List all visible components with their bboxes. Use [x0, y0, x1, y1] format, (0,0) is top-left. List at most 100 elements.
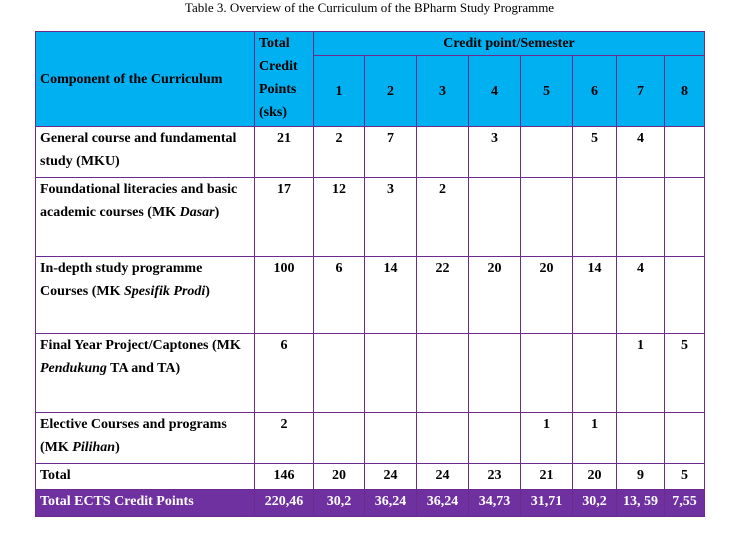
semester-cell: 22 [416, 256, 469, 334]
header-semester: 1 [313, 55, 365, 127]
label-part: Foundational literacies and basic academ… [40, 182, 238, 220]
label-part: Dasar [179, 205, 215, 220]
header-semester: 6 [572, 55, 617, 127]
semester-cell [520, 177, 573, 257]
semester-cell: 5 [664, 463, 705, 490]
ects-row: Total ECTS Credit Points 220,46 30,2 36,24 3… [35, 489, 705, 517]
row-total-credit: 146 [254, 463, 314, 490]
semester-cell: 4 [616, 126, 665, 178]
table-row: In-depth study programme Courses (MK Spe… [35, 256, 705, 334]
semester-cell [616, 412, 665, 464]
semester-cell: 7 [364, 126, 417, 178]
label-part: ) [214, 205, 220, 220]
semester-cell: 1 [572, 412, 617, 464]
semester-cell: 20 [572, 463, 617, 490]
semester-cell: 2 [313, 126, 365, 178]
semester-cell: 5 [572, 126, 617, 178]
label-part: Total [40, 468, 71, 483]
ects-semester-cell: 36,24 [364, 489, 417, 517]
table-row: Foundational literacies and basic academ… [35, 177, 705, 257]
ects-semester-cell: 7,55 [664, 489, 705, 517]
header-total-line: Points [259, 82, 297, 97]
header-total-line: (sks) [259, 105, 288, 120]
semester-cell [313, 333, 365, 413]
semester-cell: 12 [313, 177, 365, 257]
semester-cell: 20 [468, 256, 521, 334]
semester-cell [313, 412, 365, 464]
row-total-credit: 2 [254, 412, 314, 464]
ects-semester-cell: 31,71 [520, 489, 573, 517]
header-total-line: Total [259, 36, 290, 51]
semester-cell: 1 [616, 333, 665, 413]
semester-cell: 2 [416, 177, 469, 257]
ects-semester-cell: 13, 59 [616, 489, 665, 517]
row-component-label: Foundational literacies and basic academ… [35, 177, 255, 257]
table-row: Total 146 20 24 24 23 21 20 9 5 [35, 463, 705, 490]
ects-semester-cell: 36,24 [416, 489, 469, 517]
semester-cell [572, 177, 617, 257]
semester-cell [468, 333, 521, 413]
semester-cell: 14 [364, 256, 417, 334]
header-semester: 3 [416, 55, 469, 127]
header-total-line: Credit [259, 59, 298, 74]
header-component: Component of the Curriculum [35, 31, 255, 127]
header-total-credit: Total Credit Points (sks) [254, 31, 314, 127]
label-part: TA and TA) [106, 361, 181, 376]
label-part: ) [115, 440, 120, 455]
semester-cell [520, 126, 573, 178]
ects-semester-cell: 30,2 [572, 489, 617, 517]
label-part: Pendukung [40, 361, 107, 376]
ects-semester-cell: 30,2 [313, 489, 365, 517]
header-credit-semester: Credit point/Semester [313, 31, 705, 56]
semester-cell: 20 [313, 463, 365, 490]
table-row: Final Year Project/Captones (MK Pendukun… [35, 333, 705, 413]
header-semester: 2 [364, 55, 417, 127]
row-component-label: Elective Courses and programs (MK Piliha… [35, 412, 255, 464]
semester-cell: 14 [572, 256, 617, 334]
semester-cell [616, 177, 665, 257]
header-semester: 5 [520, 55, 573, 127]
semester-cell: 9 [616, 463, 665, 490]
semester-cell: 20 [520, 256, 573, 334]
semester-cell: 24 [364, 463, 417, 490]
semester-cell [664, 412, 705, 464]
semester-cell: 23 [468, 463, 521, 490]
curriculum-table: Component of the Curriculum Total Credit… [35, 31, 705, 517]
header-semester: 8 [664, 55, 705, 127]
label-part: In-depth study programme Courses (MK [40, 261, 203, 299]
header-semester: 7 [616, 55, 665, 127]
row-total-credit: 6 [254, 333, 314, 413]
semester-cell [664, 177, 705, 257]
row-component-label: Total [35, 463, 255, 490]
label-part: General course and fundamental study (MK… [40, 131, 237, 169]
label-part: ) [205, 284, 210, 299]
row-component-label: Final Year Project/Captones (MK Pendukun… [35, 333, 255, 413]
semester-cell: 4 [616, 256, 665, 334]
semester-cell [364, 412, 417, 464]
row-total-credit: 21 [254, 126, 314, 178]
header-semester: 4 [468, 55, 521, 127]
semester-cell [468, 412, 521, 464]
semester-cell [416, 126, 469, 178]
table-caption: Table 3. Overview of the Curriculum of t… [184, 0, 555, 15]
semester-cell [416, 412, 469, 464]
ects-semester-cell: 34,73 [468, 489, 521, 517]
semester-cell [364, 333, 417, 413]
row-component-label: In-depth study programme Courses (MK Spe… [35, 256, 255, 334]
table-row: Elective Courses and programs (MK Piliha… [35, 412, 705, 464]
label-part: Pilihan [72, 440, 116, 455]
row-component-label: General course and fundamental study (MK… [35, 126, 255, 178]
semester-cell: 3 [468, 126, 521, 178]
semester-cell [664, 256, 705, 334]
label-part: Spesifik Prodi [124, 284, 206, 299]
row-total-credit: 100 [254, 256, 314, 334]
table-row: General course and fundamental study (MK… [35, 126, 705, 178]
semester-cell: 24 [416, 463, 469, 490]
semester-cell: 21 [520, 463, 573, 490]
ects-label: Total ECTS Credit Points [35, 489, 255, 517]
semester-cell [520, 333, 573, 413]
semester-cell [664, 126, 705, 178]
semester-cell [416, 333, 469, 413]
semester-cell: 5 [664, 333, 705, 413]
semester-cell: 3 [364, 177, 417, 257]
